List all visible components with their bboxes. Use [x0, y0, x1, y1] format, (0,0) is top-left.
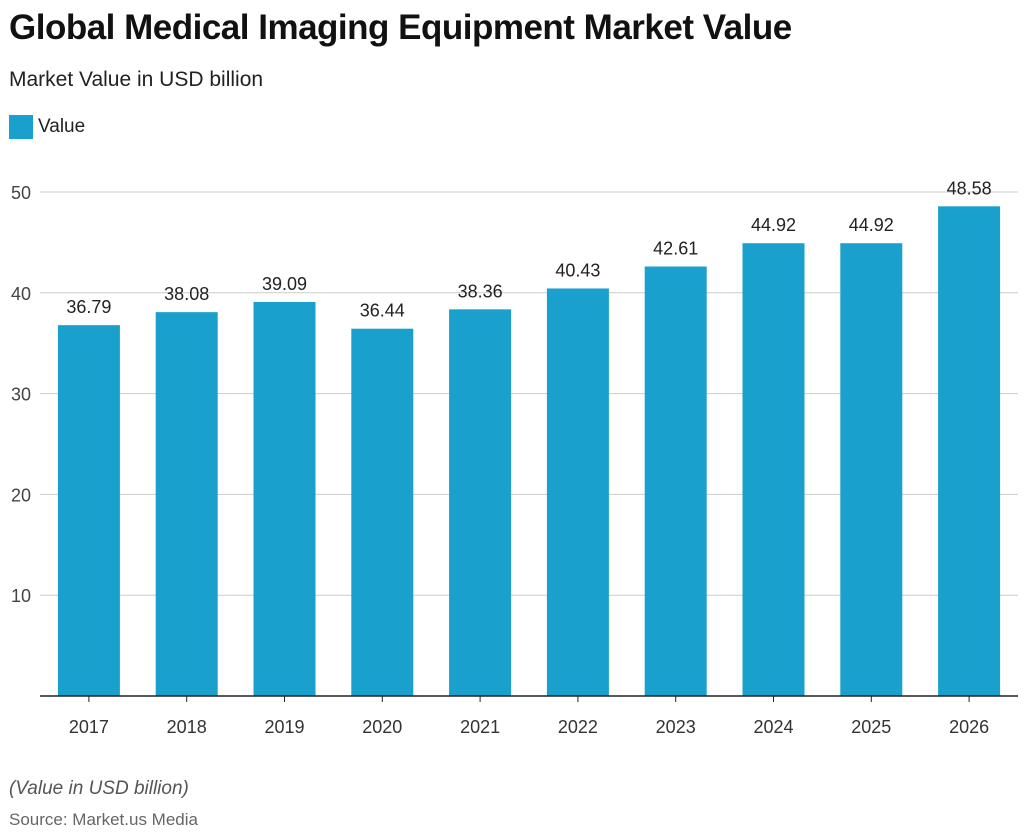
chart-note: (Value in USD billion)	[9, 778, 189, 799]
y-tick-label: 50	[11, 183, 31, 203]
y-tick-label: 40	[11, 284, 31, 304]
data-label: 39.09	[262, 274, 307, 294]
bar	[546, 288, 609, 696]
data-label: 36.79	[66, 297, 111, 317]
data-label: 44.92	[849, 215, 894, 235]
bar	[253, 301, 316, 696]
data-label: 40.43	[555, 260, 600, 280]
bar	[644, 266, 707, 696]
bar	[938, 206, 1001, 696]
bar	[57, 325, 120, 696]
bar	[840, 243, 903, 696]
legend-swatch	[9, 115, 33, 139]
y-tick-label: 30	[11, 385, 31, 405]
x-tick-label: 2018	[167, 717, 207, 737]
x-tick-label: 2020	[362, 717, 402, 737]
x-tick-label: 2017	[69, 717, 109, 737]
bar	[449, 309, 512, 696]
data-label: 44.92	[751, 215, 796, 235]
x-tick-label: 2023	[656, 717, 696, 737]
data-label: 38.36	[458, 281, 503, 301]
legend-label: Value	[38, 116, 86, 137]
x-tick-label: 2022	[558, 717, 598, 737]
data-label: 38.08	[164, 284, 209, 304]
data-label: 48.58	[947, 178, 992, 198]
y-tick-label: 20	[11, 485, 31, 505]
data-label: 36.44	[360, 301, 405, 321]
y-tick-label: 10	[11, 586, 31, 606]
data-label: 42.61	[653, 238, 698, 258]
bar	[742, 243, 805, 696]
x-tick-label: 2019	[264, 717, 304, 737]
x-tick-label: 2021	[460, 717, 500, 737]
x-tick-label: 2026	[949, 717, 989, 737]
legend: Value	[9, 115, 85, 139]
x-tick-label: 2025	[851, 717, 891, 737]
bar-chart: 10 20 30 40 50 36.79 2017 38.08 2018 39.09 2019 36.…	[11, 178, 1018, 737]
chart-title: Global Medical Imaging Equipment Market …	[9, 8, 792, 47]
bar	[155, 312, 218, 696]
chart-source: Source: Market.us Media	[9, 810, 198, 829]
x-tick-label: 2024	[753, 717, 793, 737]
bar	[351, 328, 414, 696]
chart-subtitle: Market Value in USD billion	[9, 68, 264, 91]
